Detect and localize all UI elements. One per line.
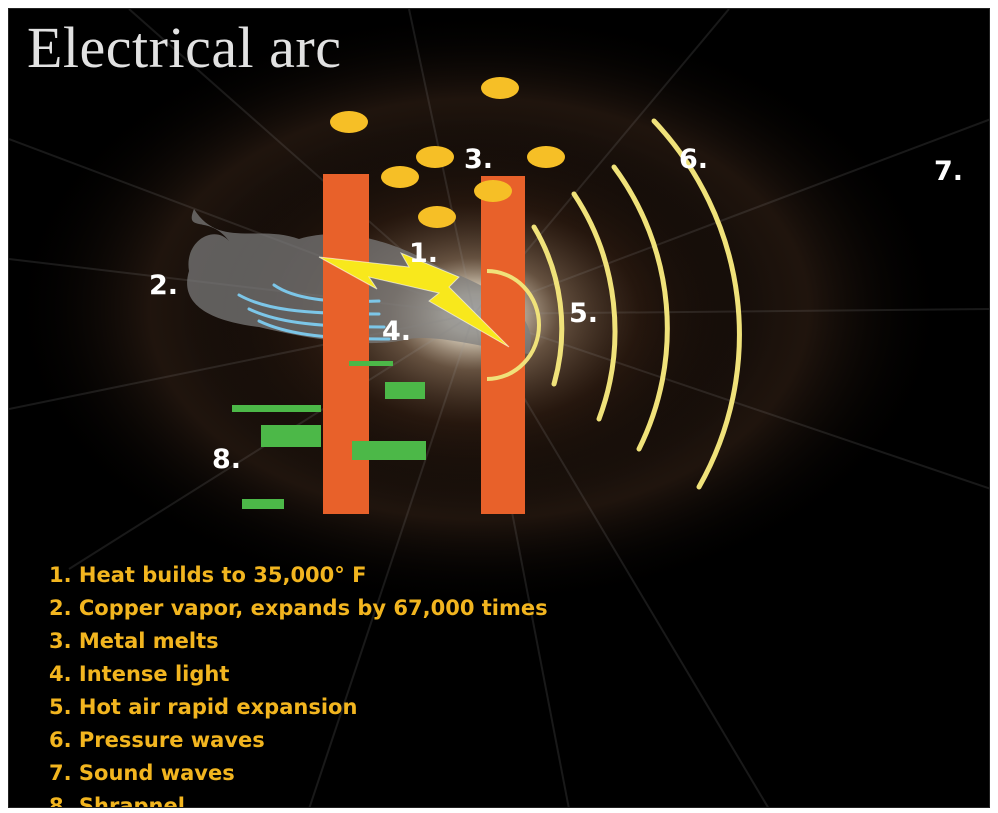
diagram-frame: Electrical arc 1. 2. 3. 4. 5. 6. 7. 8. 1… xyxy=(8,8,990,808)
wave-arcs xyxy=(531,118,742,490)
legend-list: 1. Heat builds to 35,000° F 2. Copper va… xyxy=(49,559,548,808)
legend-item-pressure-waves: 6. Pressure waves xyxy=(49,728,265,752)
legend-item-shrapnel: 8. Shrapnel xyxy=(49,794,185,808)
legend-item-heat: 1. Heat builds to 35,000° F xyxy=(49,563,367,587)
legend-item-metal-melts: 3. Metal melts xyxy=(49,629,219,653)
legend-item-hot-air: 5. Hot air rapid expansion xyxy=(49,695,358,719)
legend-item-sound-waves: 7. Sound waves xyxy=(49,761,235,785)
label-7: 7. xyxy=(934,156,964,187)
label-8: 8. xyxy=(212,444,242,475)
lightning-bolt-icon xyxy=(318,251,510,348)
label-6: 6. xyxy=(679,144,709,175)
legend-item-intense-light: 4. Intense light xyxy=(49,662,230,686)
page-title: Electrical arc xyxy=(27,15,342,80)
legend-item-copper-vapor: 2. Copper vapor, expands by 67,000 times xyxy=(49,596,548,620)
label-4: 4. xyxy=(382,316,412,347)
label-5: 5. xyxy=(569,298,599,329)
right-electrode xyxy=(481,176,525,514)
arc-diagram xyxy=(9,9,989,807)
left-electrode xyxy=(323,174,369,514)
hot-air-arc xyxy=(486,269,541,381)
label-3: 3. xyxy=(464,144,494,175)
label-2: 2. xyxy=(149,270,179,301)
shrapnel-pieces xyxy=(232,361,426,509)
molten-droplets xyxy=(330,77,565,228)
label-1: 1. xyxy=(409,238,439,269)
